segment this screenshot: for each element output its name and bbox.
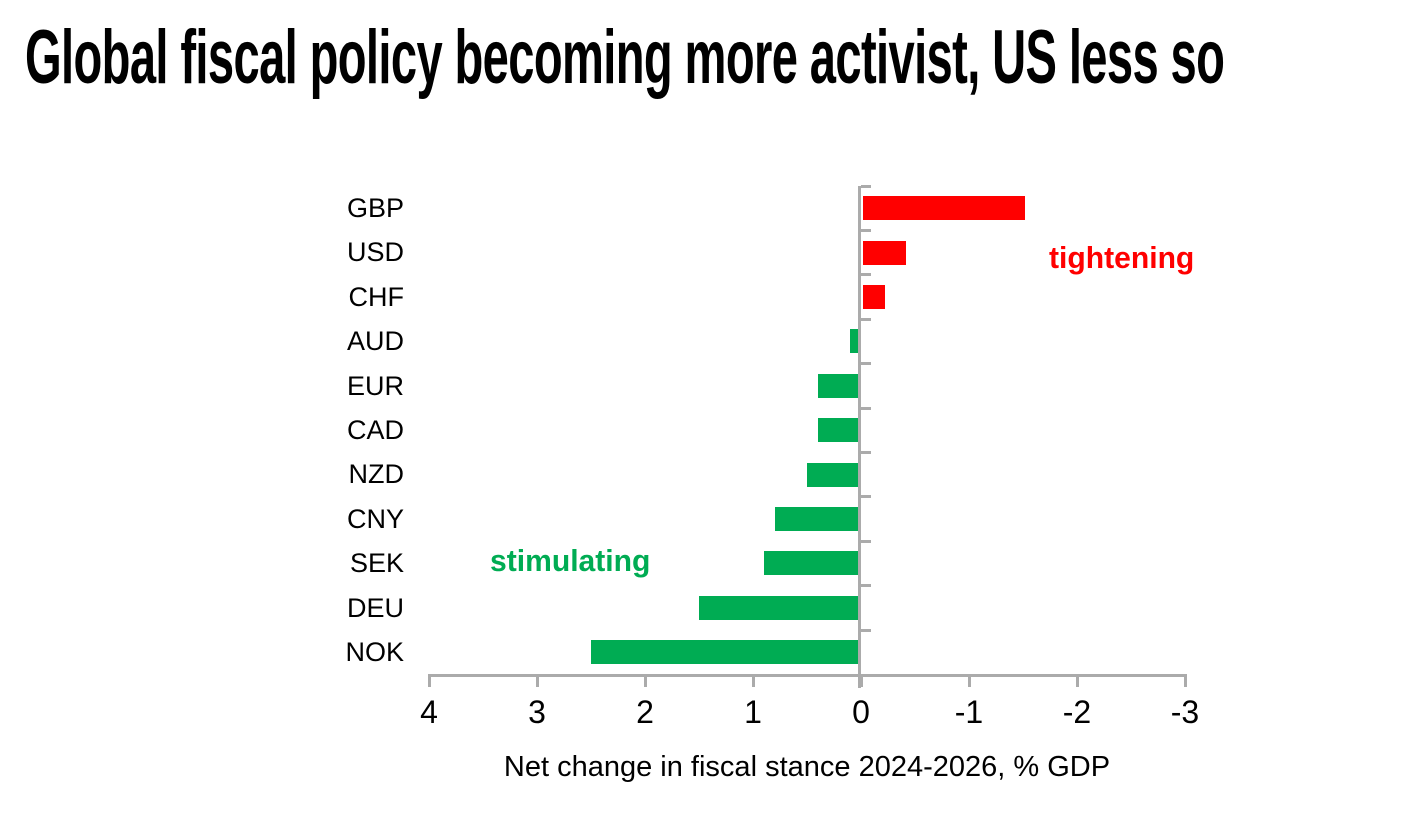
chart-title: Global fiscal policy becoming more activ…	[25, 15, 1225, 100]
x-axis-tick	[1183, 674, 1187, 688]
x-tick-label: -2	[1062, 694, 1092, 731]
x-axis-tick	[859, 674, 863, 688]
y-axis-tick	[861, 406, 871, 410]
category-label-nzd: NZD	[348, 459, 405, 490]
bar-chf	[863, 285, 885, 309]
y-axis-tick	[861, 495, 871, 499]
bar-nok	[591, 640, 861, 665]
category-label-nok: NOK	[345, 637, 404, 667]
category-label-gbp: GBP	[346, 193, 404, 223]
x-axis-tick	[1075, 674, 1079, 688]
bar-cny	[774, 507, 861, 531]
bar-deu	[699, 595, 861, 620]
y-axis-tick	[861, 628, 871, 632]
bar-nzd	[807, 462, 861, 487]
x-axis-tick	[967, 674, 971, 688]
x-tick-label: 1	[744, 694, 762, 731]
category-label-cny: CNY	[346, 503, 404, 534]
category-label-usd: USD	[346, 237, 404, 268]
y-axis-tick	[861, 539, 871, 543]
x-axis-title: Net change in fiscal stance 2024-2026, %…	[503, 751, 1111, 783]
y-axis-tick	[861, 584, 871, 588]
bar-aud	[850, 329, 861, 354]
category-label-deu: DEU	[346, 592, 404, 623]
y-axis-tick	[861, 228, 871, 232]
annotation-stimulating: stimulating	[490, 543, 651, 578]
bar-eur	[817, 373, 861, 398]
y-axis-tick	[861, 273, 871, 277]
y-axis-tick	[861, 362, 871, 366]
category-label-eur: EUR	[346, 370, 404, 401]
y-axis-line	[858, 186, 861, 689]
x-tick-label: 4	[420, 694, 438, 731]
bar-cad	[817, 418, 861, 443]
y-axis-tick	[861, 450, 871, 454]
x-tick-label: 3	[528, 694, 546, 731]
x-axis-tick	[535, 674, 539, 688]
x-tick-label: -3	[1170, 694, 1200, 731]
annotation-tightening: tightening	[1049, 240, 1195, 275]
category-label-sek: SEK	[349, 548, 404, 579]
x-tick-label: 0	[852, 694, 870, 731]
x-axis-line	[429, 674, 1185, 678]
bar-usd	[863, 240, 907, 265]
category-label-aud: AUD	[346, 326, 404, 357]
x-axis-tick	[643, 674, 647, 688]
bar-gbp	[863, 196, 1025, 221]
x-tick-label: -1	[954, 694, 984, 731]
x-tick-label: 2	[636, 694, 654, 731]
category-label-cad: CAD	[346, 415, 404, 445]
y-axis-tick	[861, 317, 871, 321]
category-label-chf: CHF	[348, 281, 405, 312]
x-axis-tick	[427, 674, 431, 688]
bar-sek	[763, 551, 861, 576]
x-axis-tick	[751, 674, 755, 688]
y-axis-tick	[861, 184, 871, 188]
